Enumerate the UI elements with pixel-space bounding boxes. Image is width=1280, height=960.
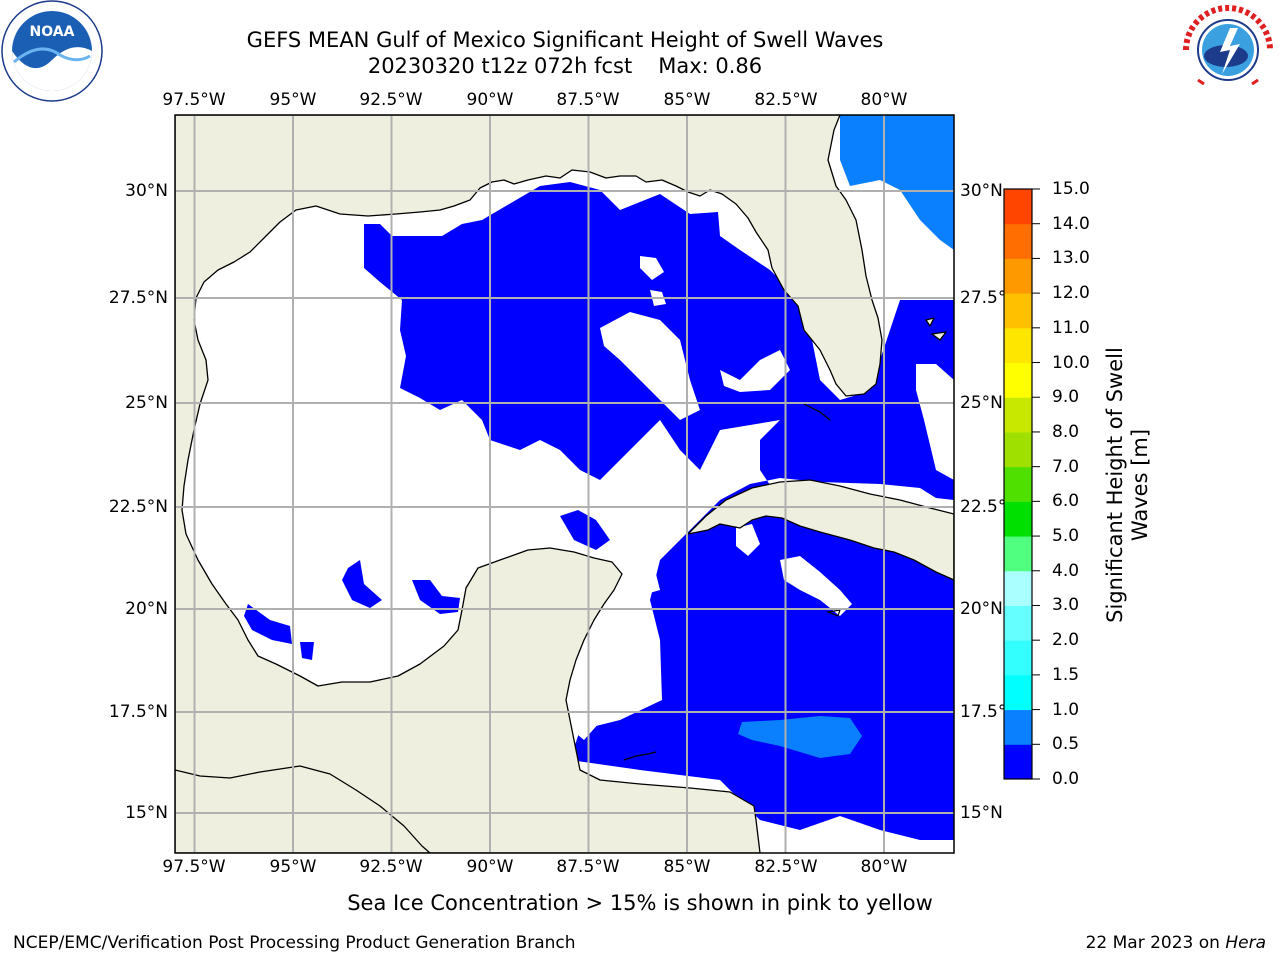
colorbar-segment: [1004, 674, 1032, 711]
lat-tick-left: 17.5°N: [108, 702, 168, 722]
lon-tick-bottom: 95°W: [269, 857, 317, 877]
lon-tick-top: 97.5°W: [162, 90, 226, 110]
colorbar-tick-label: 3.0: [1052, 595, 1080, 616]
colorbar-label: Significant Height of Swell Waves [m]: [1103, 347, 1152, 623]
lat-tick-right: 30°N: [960, 181, 1003, 201]
colorbar-tick-label: 2.0: [1052, 630, 1080, 651]
lon-tick-bottom: 82.5°W: [754, 857, 818, 877]
colorbar-tick-label: 0.0: [1052, 769, 1080, 789]
colorbar-segment: [1004, 501, 1032, 537]
colorbar-tick-label: 5.0: [1052, 526, 1080, 547]
colorbar-frame: [1003, 188, 1033, 780]
colorbar-tick-label: 7.0: [1052, 456, 1080, 477]
colorbar-tick-label: 6.0: [1052, 491, 1080, 512]
gulf-water: [623, 403, 841, 761]
colorbar-segment: [1004, 397, 1032, 433]
lon-tick-bottom: 85°W: [663, 857, 711, 877]
colorbar-tick-label: 8.0: [1052, 421, 1080, 442]
footer-date: 22 Mar 2023 on Hera: [1086, 932, 1266, 954]
lon-tick-top: 95°W: [269, 90, 317, 110]
lat-tick-right: 25°N: [960, 393, 1003, 413]
lon-tick-top: 87.5°W: [556, 90, 620, 110]
swell-gaps: [572, 256, 954, 740]
colorbar-segment: [1004, 570, 1032, 606]
colorbar-tick-label: 10.0: [1052, 352, 1090, 373]
colorbar-segment: [1004, 466, 1032, 502]
colorbar-tick-label: 13.0: [1052, 248, 1090, 269]
honduras-land: [175, 765, 431, 853]
lon-tick-bottom: 87.5°W: [556, 857, 620, 877]
lon-tick-top: 90°W: [466, 90, 514, 110]
colorbar-tick-label: 4.0: [1052, 560, 1080, 581]
noaa-logo-text: NOAA: [30, 24, 75, 40]
lon-tick-top: 92.5°W: [359, 90, 423, 110]
colorbar-segment: [1004, 431, 1032, 468]
lon-tick-top: 85°W: [663, 90, 711, 110]
footer-date-text: 22 Mar 2023 on: [1085, 933, 1220, 953]
colorbar-tick-label: 12.0: [1052, 283, 1090, 304]
map-frame: [174, 114, 955, 854]
colorbar-tick-label: 1.0: [1052, 699, 1080, 720]
lat-tick-left: 20°N: [125, 599, 168, 619]
max-value: Max: 0.86: [658, 54, 763, 78]
run-info: 20230320 t12z 072h fcst: [367, 54, 633, 78]
noaa-logo: NOAA: [1, 0, 103, 102]
colorbar-segment: [1004, 744, 1032, 780]
colorbar-segment: [1004, 709, 1032, 745]
lon-tick-top: 80°W: [860, 90, 908, 110]
colorbar-tick-label: 15.0: [1052, 179, 1090, 199]
lon-tick-bottom: 90°W: [466, 857, 514, 877]
lat-tick-right: 15°N: [960, 803, 1003, 823]
colorbar-tick-label: 9.0: [1052, 387, 1080, 408]
colorbar-segment: [1004, 293, 1032, 329]
colorbar-segment: [1004, 327, 1032, 364]
map-grid: [175, 115, 954, 853]
colorbar-segment: [1004, 258, 1032, 294]
lat-tick-right: 20°N: [960, 599, 1003, 619]
colorbar-segment: [1004, 223, 1032, 259]
colorbar: [1003, 188, 1040, 780]
lon-tick-bottom: 97.5°W: [162, 857, 226, 877]
footer-host: Hera: [1225, 933, 1266, 953]
lat-tick-left: 15°N: [125, 803, 168, 823]
lat-tick-left: 22.5°N: [108, 497, 168, 517]
colorbar-tick-label: 11.0: [1052, 317, 1090, 338]
lon-tick-bottom: 92.5°W: [359, 857, 423, 877]
nws-logo: [1180, 2, 1276, 98]
lon-tick-top: 82.5°W: [754, 90, 818, 110]
chart-title: GEFS MEAN Gulf of Mexico Significant Hei…: [246, 28, 884, 52]
land: [175, 115, 954, 853]
colorbar-segment: [1004, 640, 1032, 676]
chart-subtitle: 20230320 t12z 072h fcst Max: 0.86: [0, 54, 1130, 79]
lon-tick-bottom: 80°W: [860, 857, 908, 877]
swell-0-0.5-fill: [244, 182, 954, 840]
colorbar-segment: [1004, 362, 1032, 398]
colorbar-segment: [1004, 189, 1032, 225]
lat-tick-left: 25°N: [125, 393, 168, 413]
colorbar-tick-label: 0.5: [1052, 734, 1080, 755]
lat-tick-left: 27.5°N: [108, 288, 168, 308]
colorbar-tick-label: 14.0: [1052, 213, 1090, 234]
colorbar-segment: [1004, 536, 1032, 572]
colorbar-segment: [1004, 605, 1032, 641]
lat-tick-left: 30°N: [125, 181, 168, 201]
colorbar-tick-label: 1.5: [1052, 664, 1080, 685]
sea-ice-note: Sea Ice Concentration > 15% is shown in …: [347, 891, 933, 915]
footer-producer: NCEP/EMC/Verification Post Processing Pr…: [13, 933, 576, 953]
